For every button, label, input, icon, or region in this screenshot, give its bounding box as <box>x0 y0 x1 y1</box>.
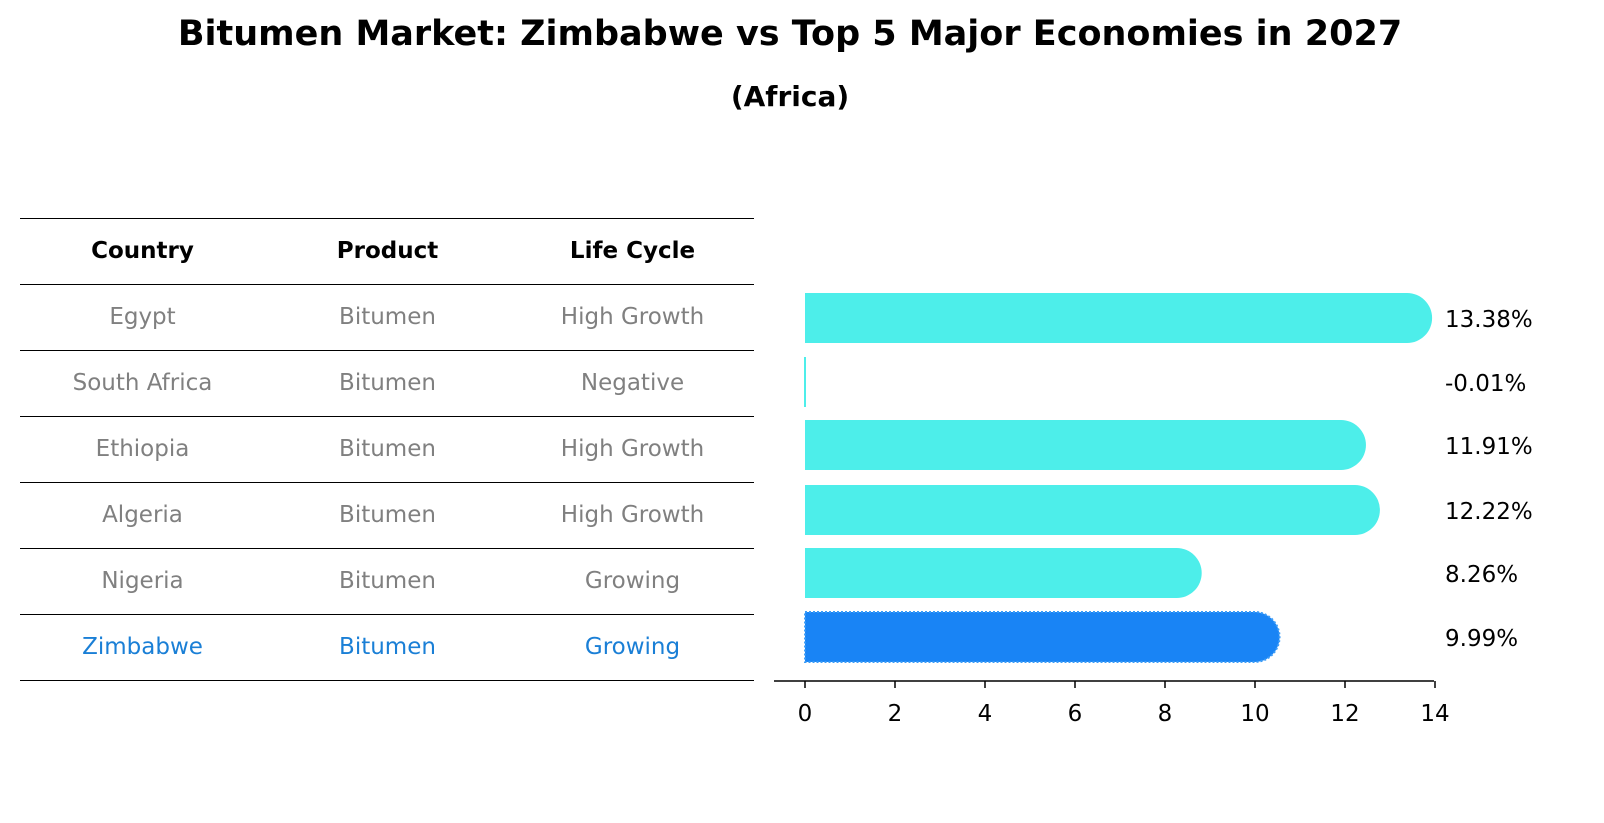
cell-country: South Africa <box>72 370 213 396</box>
x-tick-label: 10 <box>1240 701 1269 727</box>
x-tick-label: 4 <box>978 701 993 727</box>
table-row: Ethiopia Bitumen High Growth <box>20 416 754 482</box>
cell-product: Bitumen <box>339 502 436 528</box>
cell-life-cycle: Growing <box>584 634 681 660</box>
cell-life-cycle: High Growth <box>560 502 705 528</box>
cell-country: Algeria <box>102 502 183 528</box>
cell-country: Zimbabwe <box>82 634 203 660</box>
bar-value-label: 13.38% <box>1445 307 1533 333</box>
cell-life-cycle: High Growth <box>560 436 705 462</box>
bar-value-label: -0.01% <box>1445 371 1526 397</box>
table-header-row: Country Product Life Cycle <box>20 218 754 284</box>
bar-value-label: 11.91% <box>1445 434 1533 460</box>
bar-value-label: 12.22% <box>1445 499 1533 525</box>
table-row-highlighted: Zimbabwe Bitumen Growing <box>20 614 754 681</box>
cell-country: Ethiopia <box>95 436 190 462</box>
table-row: Nigeria Bitumen Growing <box>20 548 754 614</box>
cell-product: Bitumen <box>339 370 436 396</box>
header-country: Country <box>91 238 194 264</box>
bar <box>804 357 806 407</box>
bar <box>804 611 1281 663</box>
cell-product: Bitumen <box>339 304 436 330</box>
x-tick-label: 6 <box>1068 701 1083 727</box>
header-product: Product <box>336 238 439 264</box>
chart-title: Bitumen Market: Zimbabwe vs Top 5 Major … <box>177 14 1403 54</box>
table-row: Egypt Bitumen High Growth <box>20 284 754 350</box>
bar <box>805 548 1202 598</box>
x-tick-label: 14 <box>1420 701 1449 727</box>
table-row: Algeria Bitumen High Growth <box>20 482 754 548</box>
cell-country: Nigeria <box>101 568 184 594</box>
cell-life-cycle: High Growth <box>560 304 705 330</box>
bar <box>805 293 1433 343</box>
x-tick-label: 2 <box>888 701 903 727</box>
cell-country: Egypt <box>109 304 176 330</box>
chart-subtitle: (Africa) <box>730 80 850 113</box>
data-table: Country Product Life Cycle Egypt Bitumen… <box>20 218 754 681</box>
cell-product: Bitumen <box>339 634 436 660</box>
bar-value-label: 8.26% <box>1445 562 1518 588</box>
bar <box>805 485 1380 535</box>
cell-life-cycle: Growing <box>584 568 681 594</box>
table-row: South Africa Bitumen Negative <box>20 350 754 416</box>
cell-life-cycle: Negative <box>580 370 685 396</box>
bar <box>805 420 1366 470</box>
bar-value-label: 9.99% <box>1445 626 1518 652</box>
x-tick-label: 12 <box>1330 701 1359 727</box>
header-life-cycle: Life Cycle <box>569 238 696 264</box>
cell-product: Bitumen <box>339 436 436 462</box>
x-tick-label: 0 <box>798 701 813 727</box>
x-tick-label: 8 <box>1158 701 1173 727</box>
cell-product: Bitumen <box>339 568 436 594</box>
